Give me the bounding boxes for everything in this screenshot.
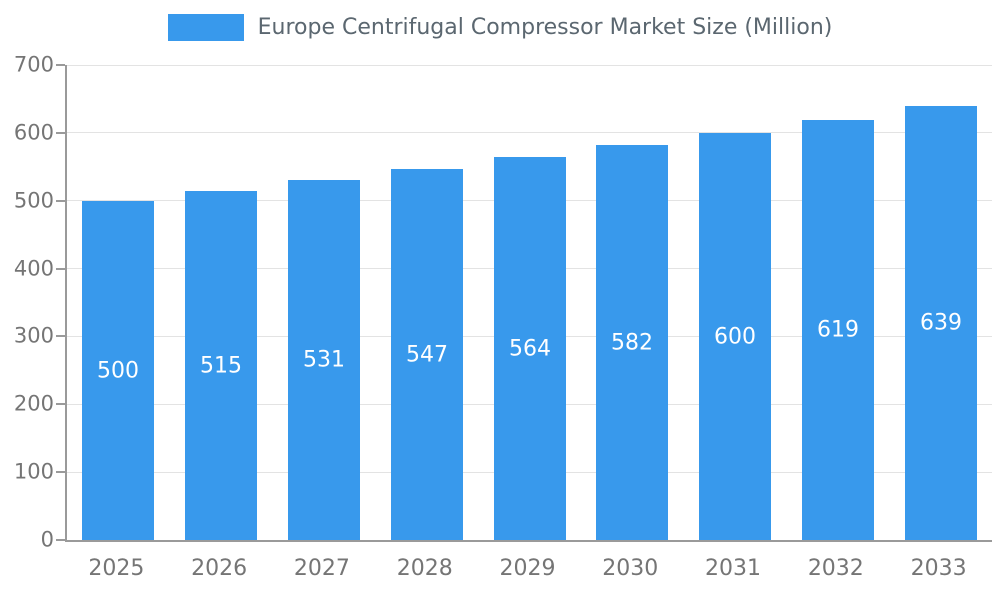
- bar-2025: 500: [82, 201, 154, 540]
- bar-2029: 564: [494, 157, 566, 540]
- y-axis-tick: [56, 131, 65, 134]
- y-axis-tick: [56, 471, 65, 474]
- y-axis-tick: [56, 64, 65, 66]
- bar-value-label: 619: [817, 317, 859, 343]
- bar-2026: 515: [185, 191, 257, 540]
- y-axis-label: 400: [13, 256, 54, 281]
- y-axis-label: 300: [13, 323, 54, 348]
- bar-value-label: 515: [200, 353, 242, 378]
- x-axis-label: 2027: [293, 556, 350, 581]
- y-axis-label: 600: [13, 120, 54, 145]
- bar-2028: 547: [391, 169, 463, 540]
- y-axis-label: 0: [40, 527, 54, 552]
- gridline: [67, 64, 992, 66]
- legend-swatch: [167, 14, 244, 41]
- x-axis-label: 2026: [191, 556, 248, 581]
- x-axis-label: 2028: [396, 556, 453, 581]
- bar-value-label: 582: [611, 330, 653, 355]
- x-axis-label: 2030: [602, 556, 659, 581]
- bar-value-label: 547: [406, 342, 448, 367]
- y-axis-tick: [56, 335, 65, 338]
- x-axis-label: 2025: [88, 556, 145, 581]
- bar-value-label: 564: [509, 336, 551, 361]
- x-axis-label: 2029: [499, 556, 556, 581]
- chart-legend: Europe Centrifugal Compressor Market Siz…: [0, 14, 1000, 41]
- bar-value-label: 639: [920, 310, 962, 336]
- bar-2027: 531: [288, 180, 360, 540]
- bar-value-label: 531: [303, 347, 345, 373]
- y-axis-label: 500: [13, 188, 54, 213]
- y-axis-label: 700: [13, 52, 54, 77]
- bar-value-label: 600: [714, 324, 756, 349]
- y-axis-tick: [56, 403, 65, 406]
- x-axis-label: 2031: [705, 556, 762, 581]
- bar-2033: 639: [905, 106, 977, 540]
- bar-2032: 619: [802, 120, 874, 540]
- y-axis-label: 200: [13, 391, 54, 416]
- y-axis-tick: [56, 267, 65, 270]
- y-axis-tick: [56, 539, 65, 541]
- x-axis-label: 2032: [807, 556, 864, 581]
- gridline: [67, 132, 992, 134]
- bar-2031: 600: [699, 133, 771, 540]
- x-axis-label: 2033: [910, 556, 967, 581]
- plot-area: 500 515 531 547 564 582 600 619 639: [56, 64, 992, 542]
- y-axis-tick: [56, 199, 65, 202]
- bar-2030: 582: [596, 145, 668, 540]
- bar-value-label: 500: [97, 358, 139, 383]
- chart-title: Europe Centrifugal Compressor Market Siz…: [257, 15, 833, 40]
- y-axis-label: 100: [13, 459, 54, 484]
